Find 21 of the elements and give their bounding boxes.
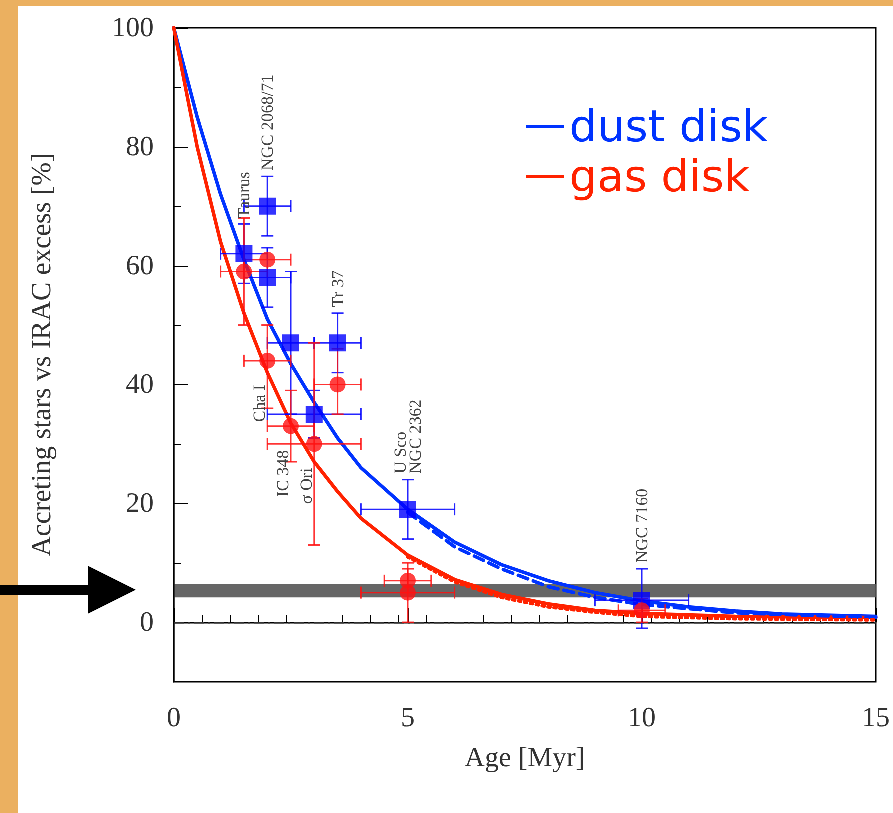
x-tick-label: 0 (167, 702, 181, 734)
y-tick-label: 80 (126, 131, 154, 162)
y-tick-label: 40 (126, 369, 154, 400)
y-tick-label: 20 (126, 488, 154, 520)
x-axis-title: Age [Myr] (464, 742, 586, 774)
y-axis-title: Accreting stars vs IRAC excess [%] (26, 153, 58, 557)
y-tick-label: 100 (112, 12, 154, 44)
annotation: Taurus (234, 172, 254, 218)
x-tick-label: 10 (628, 702, 656, 734)
annotation: σ Ori (296, 468, 316, 504)
annotation: NGC 2068/71 (258, 74, 278, 171)
annotation: Tr 37 (328, 270, 348, 308)
annotation: NGC 7160 (632, 488, 652, 564)
legend-label: gas disk (569, 152, 750, 202)
y-tick-label: 0 (140, 607, 154, 638)
x-tick-label: 15 (862, 702, 890, 734)
x-tick-label: 5 (401, 702, 415, 734)
annotation: IC 348 (274, 450, 292, 498)
legend-label: dust disk (569, 102, 769, 152)
y-tick-label: 60 (126, 250, 154, 282)
annotation: Cha I (250, 384, 270, 422)
